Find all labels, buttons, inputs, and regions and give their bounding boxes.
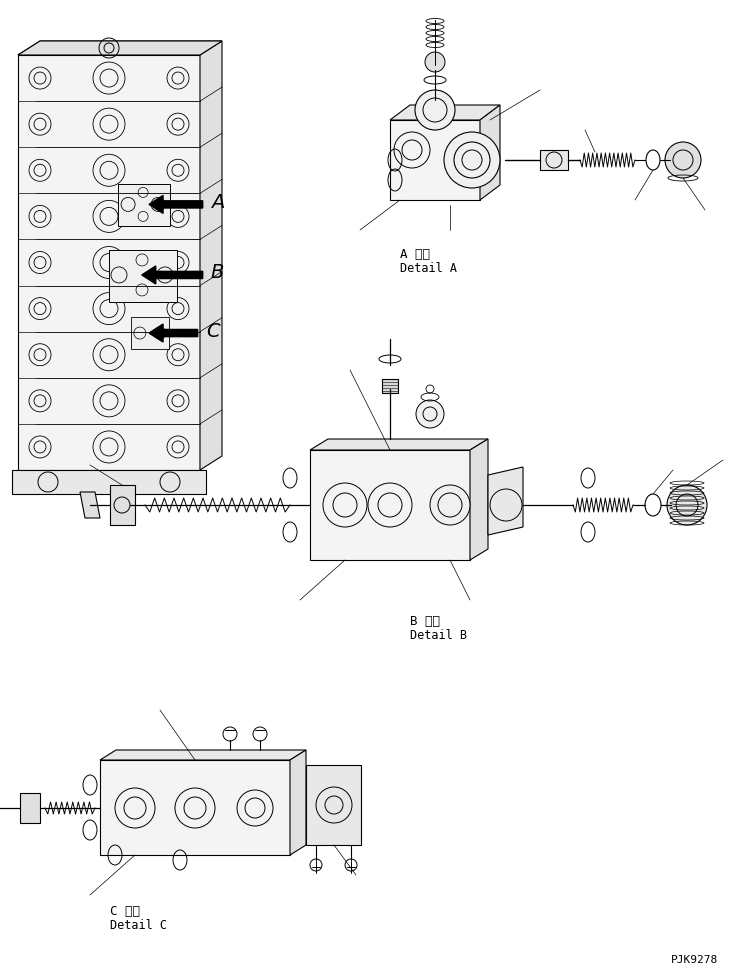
Bar (540, 150, 568, 170)
Circle shape (667, 485, 707, 525)
Polygon shape (488, 467, 523, 535)
Text: B: B (211, 264, 224, 282)
Circle shape (444, 132, 500, 188)
Text: C 詳細: C 詳細 (110, 905, 140, 918)
Polygon shape (18, 41, 222, 55)
Text: C: C (206, 321, 219, 341)
Polygon shape (20, 793, 40, 823)
Text: A: A (211, 193, 224, 212)
Polygon shape (390, 120, 480, 200)
Text: A 詳細: A 詳細 (400, 248, 430, 261)
Polygon shape (18, 55, 200, 470)
Polygon shape (390, 105, 500, 120)
Bar (382, 379, 398, 393)
Bar (109, 250, 177, 302)
Polygon shape (149, 324, 198, 342)
Bar (130, 318, 169, 349)
Text: B 詳細: B 詳細 (410, 615, 440, 628)
Text: Detail A: Detail A (400, 262, 457, 275)
Circle shape (665, 142, 701, 178)
Text: Detail B: Detail B (410, 629, 467, 642)
Bar (118, 184, 170, 226)
Polygon shape (470, 439, 488, 560)
Circle shape (415, 90, 455, 130)
Text: Detail C: Detail C (110, 919, 167, 932)
Polygon shape (100, 760, 290, 855)
Polygon shape (310, 450, 470, 560)
Circle shape (416, 400, 444, 428)
Polygon shape (110, 485, 135, 525)
Circle shape (425, 52, 445, 72)
Polygon shape (306, 765, 361, 845)
Text: PJK9278: PJK9278 (671, 955, 718, 965)
Polygon shape (149, 195, 203, 214)
Polygon shape (141, 266, 203, 284)
Polygon shape (12, 470, 206, 494)
Polygon shape (18, 41, 222, 55)
Polygon shape (100, 750, 306, 760)
Polygon shape (310, 439, 488, 450)
Circle shape (430, 485, 470, 525)
Polygon shape (200, 41, 222, 470)
Polygon shape (80, 492, 100, 518)
Polygon shape (480, 105, 500, 200)
Polygon shape (290, 750, 306, 855)
